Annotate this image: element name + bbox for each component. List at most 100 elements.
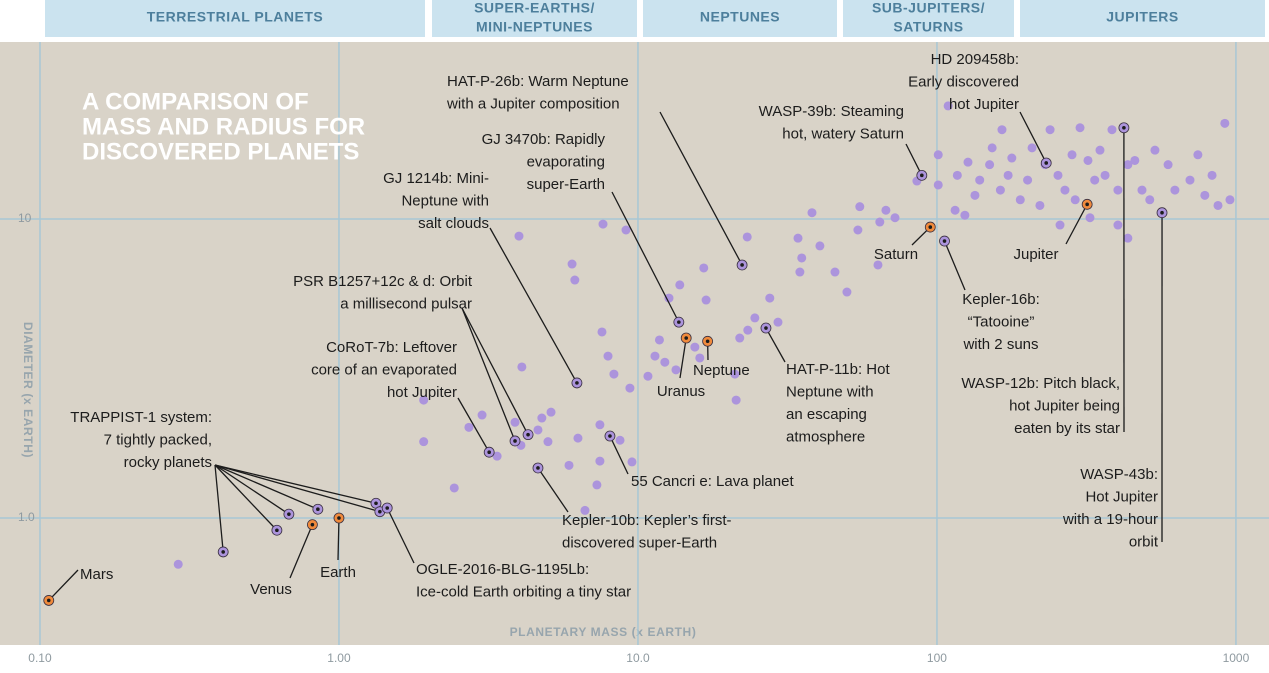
leader-line (214, 464, 319, 510)
planet-point (1053, 170, 1063, 180)
leader-line (1065, 204, 1088, 245)
planet-center (385, 506, 390, 510)
chart-title: MASS AND RADIUS FOR (82, 113, 365, 140)
leader-line (461, 307, 516, 442)
planet-point (881, 205, 891, 215)
planet-point (793, 233, 803, 243)
planet-point (943, 101, 953, 111)
planet-center (513, 439, 517, 443)
leader-line (214, 464, 381, 513)
planet-point (1055, 220, 1065, 230)
x-tick-label: 100 (927, 651, 947, 665)
planet-point (597, 327, 607, 337)
planet-point (730, 369, 740, 379)
annotation-label: HAT-P-11b: Hot (786, 361, 890, 378)
planet-point (609, 369, 619, 379)
planet-point (580, 505, 590, 515)
planet-point (514, 231, 524, 241)
y-tick-label: 1.0 (18, 510, 35, 524)
planet-point (1207, 170, 1217, 180)
annotation-label: HAT-P-26b: Warm Neptune (447, 73, 629, 90)
annotation-label: WASP-43b: (1080, 466, 1158, 483)
planet-point (1045, 125, 1055, 135)
annotation-label: hot, watery Saturn (782, 125, 904, 142)
annotation-label: TRAPPIST-1 system: (70, 409, 212, 426)
band-label: TERRESTRIAL PLANETS (147, 9, 323, 25)
annotation-label: Neptune (693, 362, 750, 379)
planet-point (1107, 125, 1117, 135)
annotation-label: hot Jupiter (949, 96, 1019, 113)
leader-line (943, 240, 966, 291)
planet-point (1095, 145, 1105, 155)
annotation-label: PSR B1257+12c & d: Orbit (293, 273, 473, 290)
planet-center (275, 528, 279, 533)
planet-center (378, 509, 382, 514)
planet-point (701, 295, 711, 305)
planet-point (643, 371, 653, 381)
annotation-label: hot Jupiter being (1009, 397, 1120, 414)
leader-line (214, 464, 278, 531)
planet-point (1123, 233, 1133, 243)
planet-center (1122, 125, 1126, 130)
annotation-label: with a 19-hour (1062, 511, 1158, 528)
planet-point (1130, 155, 1140, 165)
annotation-label: super-Earth (527, 176, 605, 193)
leader-line (386, 507, 415, 564)
leader-line (48, 569, 79, 601)
planet-point (449, 483, 459, 493)
planet-point (1075, 123, 1085, 133)
leader-line (337, 517, 340, 561)
planet-point (1220, 118, 1230, 128)
planet-point (621, 225, 631, 235)
planet-point (1085, 213, 1095, 223)
planet-point (1083, 155, 1093, 165)
planet-point (533, 425, 543, 435)
planet-point (570, 275, 580, 285)
planet-point (1200, 190, 1210, 200)
band-label: SUPER-EARTHS/ (474, 0, 595, 16)
leader-line (765, 327, 786, 363)
planet-point (1027, 143, 1037, 153)
leader-line (489, 227, 578, 384)
planet-center (526, 432, 530, 437)
planet-point (735, 333, 745, 343)
planet-point (1113, 220, 1123, 230)
planet-point (765, 293, 775, 303)
planet-center (536, 466, 540, 470)
planet-center (1044, 161, 1049, 165)
planet-center (310, 522, 315, 527)
planet-point (933, 180, 943, 190)
annotation-label: GJ 1214b: Mini- (383, 170, 489, 187)
planet-center (575, 381, 579, 385)
planet-point (963, 157, 973, 167)
planet-point (952, 170, 962, 180)
annotation-label: 55 Cancri e: Lava planet (631, 473, 794, 490)
planet-point (873, 260, 883, 270)
planet-point (815, 241, 825, 251)
category-band (1020, 0, 1265, 37)
planet-point (671, 365, 681, 375)
planet-point (1090, 175, 1100, 185)
planet-point (933, 150, 943, 160)
leader-line (1019, 111, 1047, 164)
leader-line (679, 337, 687, 379)
annotation-label: GJ 3470b: Rapidly (482, 131, 606, 148)
band-label: SATURNS (893, 19, 963, 35)
planet-point (842, 287, 852, 297)
annotation-label: core of an evaporated (311, 361, 457, 378)
planet-point (546, 407, 556, 417)
annotation-label: Kepler-16b: (962, 291, 1040, 308)
planet-center (46, 598, 51, 603)
planet-center (221, 550, 225, 554)
x-axis-title: PLANETARY MASS (x EARTH) (510, 625, 697, 639)
band-label: MINI-NEPTUNES (476, 19, 593, 35)
planet-point (995, 185, 1005, 195)
planet-point (419, 437, 429, 447)
planet-point (1145, 195, 1155, 205)
planet-center (740, 263, 744, 267)
x-tick-label: 1.00 (327, 651, 351, 665)
plot-background (0, 42, 1269, 645)
planet-center (337, 516, 341, 520)
chart-title: A COMPARISON OF (82, 88, 309, 115)
category-band (843, 0, 1014, 37)
